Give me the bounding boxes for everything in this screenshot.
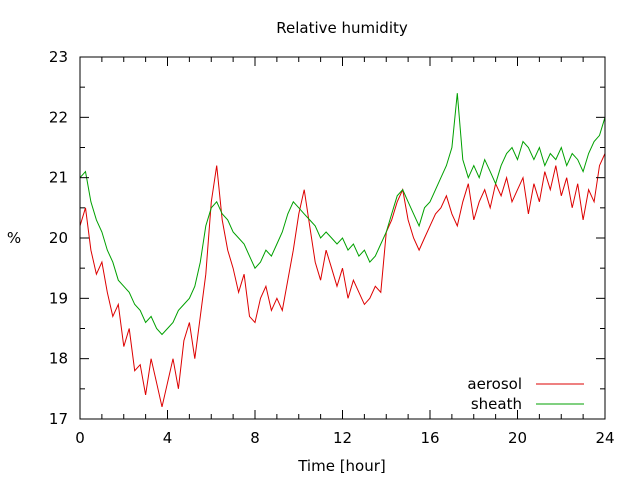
series-line-sheath xyxy=(79,93,606,336)
x-tick-label: 20 xyxy=(508,429,527,447)
y-axis-label: % xyxy=(7,229,21,247)
x-tick-label: 24 xyxy=(595,429,614,447)
x-tick-label: 16 xyxy=(420,429,439,447)
y-tick-label: 19 xyxy=(49,289,68,307)
x-tick-label: 8 xyxy=(250,429,260,447)
y-tick-label: 18 xyxy=(49,350,68,368)
series-line-aerosol xyxy=(79,153,606,408)
legend-label-aerosol: aerosol xyxy=(467,375,522,393)
x-axis-label: Time [hour] xyxy=(297,457,386,475)
x-tick-label: 4 xyxy=(163,429,173,447)
legend: aerosol sheath xyxy=(467,375,584,413)
y-tick-label: 20 xyxy=(49,229,68,247)
y-tick-label: 17 xyxy=(49,410,68,428)
y-tick-label: 22 xyxy=(49,108,68,126)
y-tick-label: 21 xyxy=(49,169,68,187)
legend-label-sheath: sheath xyxy=(471,395,522,413)
plot-area xyxy=(79,93,606,408)
x-tick-label: 0 xyxy=(75,429,85,447)
chart-title: Relative humidity xyxy=(276,19,408,37)
axes: 0 4 8 12 16 20 24 17 18 19 20 21 22 23 xyxy=(49,48,615,447)
x-tick-label: 12 xyxy=(333,429,352,447)
y-tick-label: 23 xyxy=(49,48,68,66)
